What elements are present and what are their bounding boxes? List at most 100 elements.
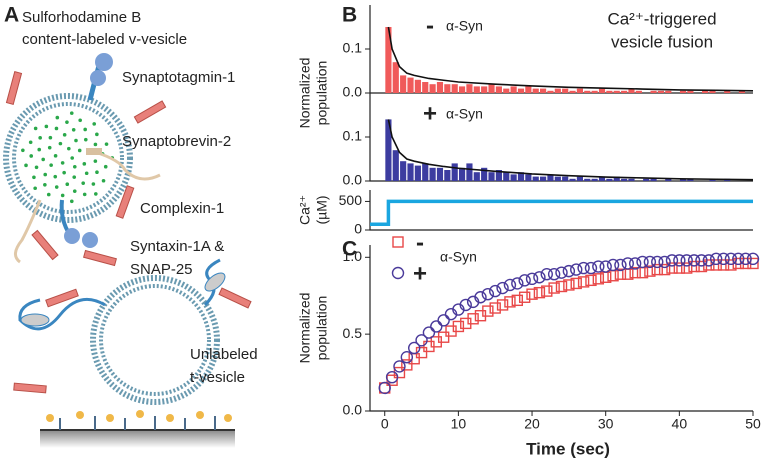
bar xyxy=(709,90,716,93)
bar xyxy=(598,176,606,181)
point xyxy=(548,282,560,294)
dye-dot xyxy=(67,146,71,151)
bar xyxy=(650,90,657,93)
point xyxy=(688,260,700,273)
dye-dot xyxy=(47,145,52,150)
x-tick-label: 30 xyxy=(598,416,614,432)
y-tick-label: 0.5 xyxy=(343,325,363,341)
point xyxy=(717,259,730,271)
bar xyxy=(635,90,642,93)
point xyxy=(393,360,406,373)
point xyxy=(658,263,671,276)
diagram-label: content-labeled v-vesicle xyxy=(22,31,187,48)
y-tick-label: 0.0 xyxy=(343,402,363,418)
dye-dot xyxy=(58,141,63,146)
bar xyxy=(576,176,583,181)
panel-label: C xyxy=(342,238,357,261)
y-tick-label: 1.0 xyxy=(343,248,363,264)
bar xyxy=(407,163,414,181)
point xyxy=(525,272,539,286)
point xyxy=(651,263,663,276)
dye-dot xyxy=(82,162,87,166)
x-tick-label: 20 xyxy=(524,416,540,432)
point xyxy=(614,268,627,280)
dye-dot xyxy=(83,137,88,142)
bar xyxy=(679,178,687,181)
dye-dot xyxy=(53,154,58,158)
point xyxy=(628,257,642,270)
point xyxy=(717,252,730,266)
bar xyxy=(547,90,554,93)
point xyxy=(651,255,664,269)
t-vesicle xyxy=(90,275,220,405)
x-tick-label: 10 xyxy=(451,416,467,432)
dye-dot xyxy=(48,135,53,140)
point xyxy=(489,284,502,298)
point xyxy=(599,260,612,273)
dye-dot xyxy=(82,192,87,197)
point xyxy=(570,263,583,276)
point xyxy=(504,296,516,308)
point xyxy=(540,268,553,281)
dye-dot xyxy=(29,154,34,158)
c2-domain xyxy=(90,70,106,86)
bar xyxy=(503,172,510,181)
dye-dot xyxy=(60,161,65,165)
y-axis-label: Ca²⁺ xyxy=(297,195,313,225)
dye-dot xyxy=(84,171,89,176)
point xyxy=(724,252,738,266)
diagram-label: Syntaxin-1A & xyxy=(130,238,224,255)
fit-line xyxy=(387,26,754,92)
x-axis-label: Time (sec) xyxy=(526,439,610,458)
point xyxy=(643,255,657,269)
dye-dot xyxy=(69,111,74,115)
point xyxy=(481,287,495,301)
dye-dot xyxy=(65,182,70,187)
bar xyxy=(436,167,444,181)
t-vesicle-inner xyxy=(99,284,211,396)
bar xyxy=(429,167,436,181)
x-tick-label: 40 xyxy=(672,416,688,432)
point xyxy=(555,266,568,279)
y-tick-label: 0.0 xyxy=(343,172,363,188)
dye-dots xyxy=(21,111,115,204)
bar xyxy=(650,178,657,181)
bar xyxy=(687,90,694,93)
synaptobrevin xyxy=(14,199,42,264)
dye-dot xyxy=(32,175,36,180)
point xyxy=(541,285,553,297)
dye-dot xyxy=(54,185,59,189)
y-axis-label: population xyxy=(314,61,330,126)
bar xyxy=(562,176,569,181)
bar xyxy=(643,178,650,181)
bar xyxy=(503,88,510,93)
dye-dot xyxy=(70,156,74,160)
point xyxy=(739,252,752,266)
chart-title: vesicle fusion xyxy=(611,32,713,51)
bar xyxy=(628,88,635,93)
point xyxy=(474,291,487,304)
point xyxy=(673,254,686,267)
dye-dot xyxy=(94,192,98,196)
point xyxy=(681,262,693,274)
bar xyxy=(414,79,421,93)
point xyxy=(629,266,641,279)
bar xyxy=(540,176,547,181)
bar xyxy=(525,86,532,93)
dye-dot xyxy=(93,159,98,163)
dye-dot xyxy=(46,192,51,197)
point xyxy=(636,255,649,269)
dye-dot xyxy=(38,136,42,140)
line xyxy=(370,199,753,227)
dye-dot xyxy=(21,148,25,153)
series-label: α-Syn xyxy=(446,106,483,122)
bar xyxy=(517,172,525,181)
point xyxy=(518,274,531,287)
point xyxy=(725,259,737,271)
dye-dot xyxy=(101,178,106,183)
c2-domain xyxy=(95,53,113,71)
bar xyxy=(407,77,414,93)
bar xyxy=(517,88,525,93)
bar xyxy=(385,27,392,93)
